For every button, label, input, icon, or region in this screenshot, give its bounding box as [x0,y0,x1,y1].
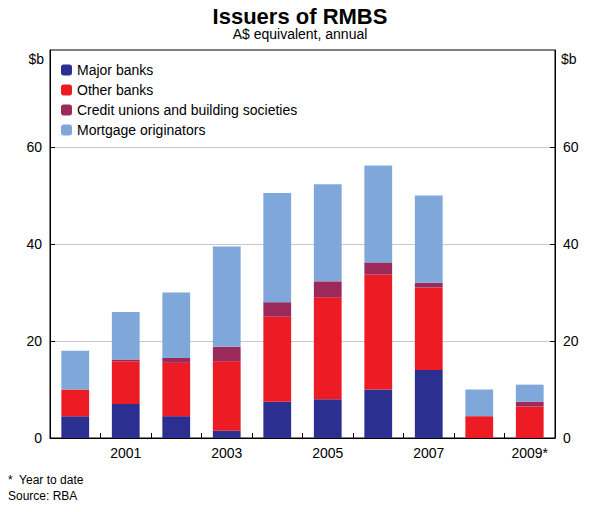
svg-text:Credit unions and building soc: Credit unions and building societies [77,102,297,118]
svg-text:0: 0 [563,430,571,446]
svg-text:2009*: 2009* [511,445,548,461]
svg-text:Other banks: Other banks [77,82,153,98]
svg-text:60: 60 [563,139,579,155]
svg-text:Source: RBA: Source: RBA [8,489,77,503]
svg-text:0: 0 [34,430,42,446]
svg-text:Mortgage originators: Mortgage originators [77,122,205,138]
svg-text:2005: 2005 [312,445,343,461]
svg-text:2003: 2003 [211,445,242,461]
svg-text:20: 20 [26,333,42,349]
svg-text:$b: $b [561,51,577,67]
svg-text:60: 60 [26,139,42,155]
svg-text:20: 20 [563,333,579,349]
svg-text:2007: 2007 [413,445,444,461]
svg-text:* Year to date: * Year to date [8,473,84,487]
svg-text:Issuers of RMBS: Issuers of RMBS [213,4,388,29]
svg-text:Major banks: Major banks [77,62,153,78]
svg-text:40: 40 [26,236,42,252]
svg-text:2001: 2001 [110,445,141,461]
svg-text:A$ equivalent, annual: A$ equivalent, annual [233,26,368,42]
svg-text:40: 40 [563,236,579,252]
svg-text:$b: $b [28,51,44,67]
